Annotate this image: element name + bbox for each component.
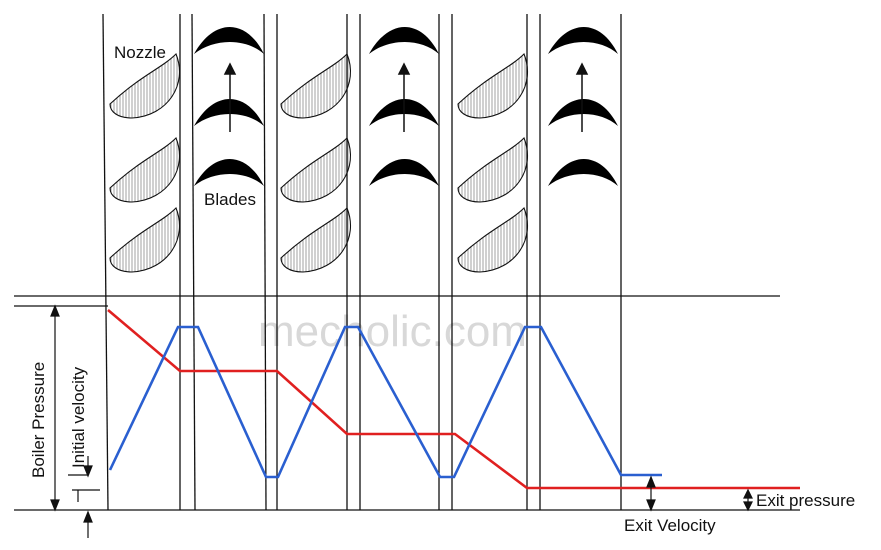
- turbine-blade-icon: [548, 159, 618, 186]
- nozzle-vane-icon: [109, 53, 181, 119]
- nozzle-vanes-stage-1: [109, 53, 181, 273]
- nozzle-vane-icon: [280, 207, 352, 273]
- nozzle-vane-icon: [457, 207, 529, 273]
- turbine-blade-icon: [369, 27, 439, 54]
- nozzle-vanes-stage-2: [280, 53, 352, 273]
- initial-velocity-dimension: [68, 456, 100, 538]
- turbine-blade-icon: [194, 27, 264, 54]
- nozzle-vane-icon: [109, 137, 181, 203]
- turbine-blade-icon: [194, 99, 264, 126]
- blades-label: Blades: [204, 190, 256, 209]
- exit-pressure-dimension: [743, 488, 753, 512]
- up-arrow-icon: [223, 62, 237, 132]
- turbine-blade-icon: [194, 159, 264, 186]
- stage-dividers: [102, 13, 622, 511]
- nozzle-vanes-stage-3: [457, 53, 529, 273]
- initial-velocity-label: Initial velocity: [69, 366, 88, 468]
- velocity-line: [108, 325, 662, 479]
- exit-pressure-label: Exit pressure: [756, 491, 855, 510]
- turbine-blade-icon: [369, 159, 439, 186]
- nozzle-vane-icon: [457, 53, 529, 119]
- turbine-blade-icon: [548, 27, 618, 54]
- pressure-line: [107, 309, 800, 490]
- up-arrow-icon: [575, 62, 589, 132]
- up-arrow-icon: [397, 62, 411, 132]
- nozzle-vane-icon: [280, 53, 352, 119]
- nozzle-label: Nozzle: [114, 43, 166, 62]
- boiler-pressure-dimension: [50, 304, 60, 512]
- turbine-blade-icon: [548, 99, 618, 126]
- exit-velocity-dimension: [646, 475, 656, 512]
- blades-stage-1: [194, 27, 264, 186]
- boiler-pressure-label: Boiler Pressure: [29, 362, 48, 478]
- nozzle-vane-icon: [109, 207, 181, 273]
- nozzle-vane-icon: [457, 137, 529, 203]
- watermark: mecholic.com: [258, 307, 527, 356]
- exit-velocity-label: Exit Velocity: [624, 516, 716, 535]
- blade-motion-arrows: [223, 62, 589, 132]
- nozzle-vane-icon: [280, 137, 352, 203]
- blades-stage-3: [548, 27, 618, 186]
